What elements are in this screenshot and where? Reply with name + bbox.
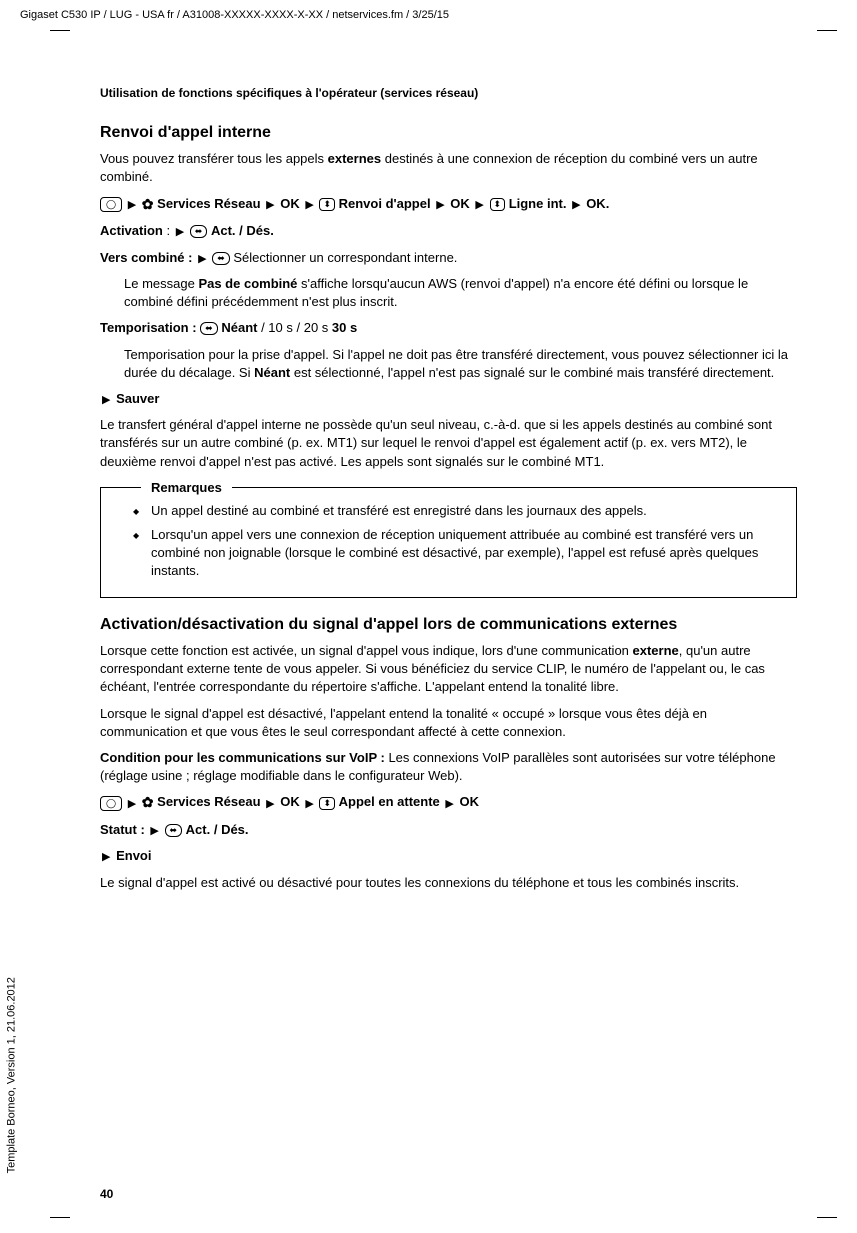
arrow-icon: ▶ (572, 198, 580, 213)
arrow-icon: ▶ (198, 252, 206, 267)
menu-path: ◯ ▶ ✿ Services Réseau ▶ OK ▶ ⬍ Renvoi d'… (100, 195, 797, 215)
field-line: Activation : ▶ ⬌ Act. / Dés. (100, 222, 797, 240)
control-key-icon: ◯ (100, 197, 122, 212)
left-right-icon: ⬌ (190, 225, 208, 238)
page-number: 40 (100, 1186, 113, 1203)
section-heading: Activation/désactivation du signal d'app… (100, 614, 797, 636)
crop-mark (50, 1197, 70, 1218)
select-icon: ⬍ (319, 797, 335, 810)
arrow-icon: ▶ (445, 797, 453, 812)
remarks-title: Remarques (141, 479, 232, 497)
left-right-icon: ⬌ (200, 322, 218, 335)
arrow-icon: ▶ (266, 797, 274, 812)
arrow-icon: ▶ (305, 198, 313, 213)
menu-path: ◯ ▶ ✿ Services Réseau ▶ OK ▶ ⬍ Appel en … (100, 793, 797, 813)
arrow-icon: ▶ (150, 824, 158, 839)
field-line: Temporisation : ⬌ Néant / 10 s / 20 s 30… (100, 319, 797, 337)
gear-icon: ✿ (142, 195, 154, 215)
arrow-icon: ▶ (128, 198, 136, 213)
left-right-icon: ⬌ (165, 824, 183, 837)
paragraph: Le signal d'appel est activé ou désactiv… (100, 874, 797, 892)
remarks-item: Lorsqu'un appel vers une connexion de ré… (133, 526, 780, 581)
main-content: Utilisation de fonctions spécifiques à l… (100, 85, 797, 892)
paragraph-indent: Temporisation pour la prise d'appel. Si … (124, 346, 797, 382)
select-icon: ⬍ (490, 198, 506, 211)
paragraph: Le transfert général d'appel interne ne … (100, 416, 797, 471)
remarks-item: Un appel destiné au combiné et transféré… (133, 502, 780, 520)
page-container: Gigaset C530 IP / LUG - USA fr / A31008-… (0, 0, 857, 1233)
crop-mark (50, 30, 70, 51)
arrow-icon: ▶ (102, 393, 110, 408)
paragraph: Vous pouvez transférer tous les appels e… (100, 150, 797, 186)
arrow-icon: ▶ (266, 198, 274, 213)
arrow-icon: ▶ (128, 797, 136, 812)
control-key-icon: ◯ (100, 796, 122, 811)
paragraph-indent: Le message Pas de combiné s'affiche lors… (124, 275, 797, 311)
document-path-header: Gigaset C530 IP / LUG - USA fr / A31008-… (20, 8, 449, 23)
section-heading: Renvoi d'appel interne (100, 122, 797, 144)
crop-mark (817, 1197, 837, 1218)
field-line: Vers combiné : ▶ ⬌ Sélectionner un corre… (100, 249, 797, 267)
left-right-icon: ⬌ (212, 252, 230, 265)
template-version-label: Template Borneo, Version 1, 21.06.2012 (5, 977, 20, 1173)
select-icon: ⬍ (319, 198, 335, 211)
arrow-icon: ▶ (305, 797, 313, 812)
action-line: ▶ Sauver (100, 390, 797, 408)
arrow-icon: ▶ (102, 850, 110, 865)
page-title: Utilisation de fonctions spécifiques à l… (100, 85, 797, 102)
remarks-box: Remarques Un appel destiné au combiné et… (100, 487, 797, 598)
crop-mark (817, 30, 837, 51)
arrow-icon: ▶ (436, 198, 444, 213)
paragraph: Condition pour les communications sur Vo… (100, 749, 797, 785)
paragraph: Lorsque le signal d'appel est désactivé,… (100, 705, 797, 741)
arrow-icon: ▶ (475, 198, 483, 213)
arrow-icon: ▶ (176, 225, 184, 240)
paragraph: Lorsque cette fonction est activée, un s… (100, 642, 797, 697)
gear-icon: ✿ (142, 793, 154, 813)
action-line: ▶ Envoi (100, 847, 797, 865)
field-line: Statut : ▶ ⬌ Act. / Dés. (100, 821, 797, 839)
